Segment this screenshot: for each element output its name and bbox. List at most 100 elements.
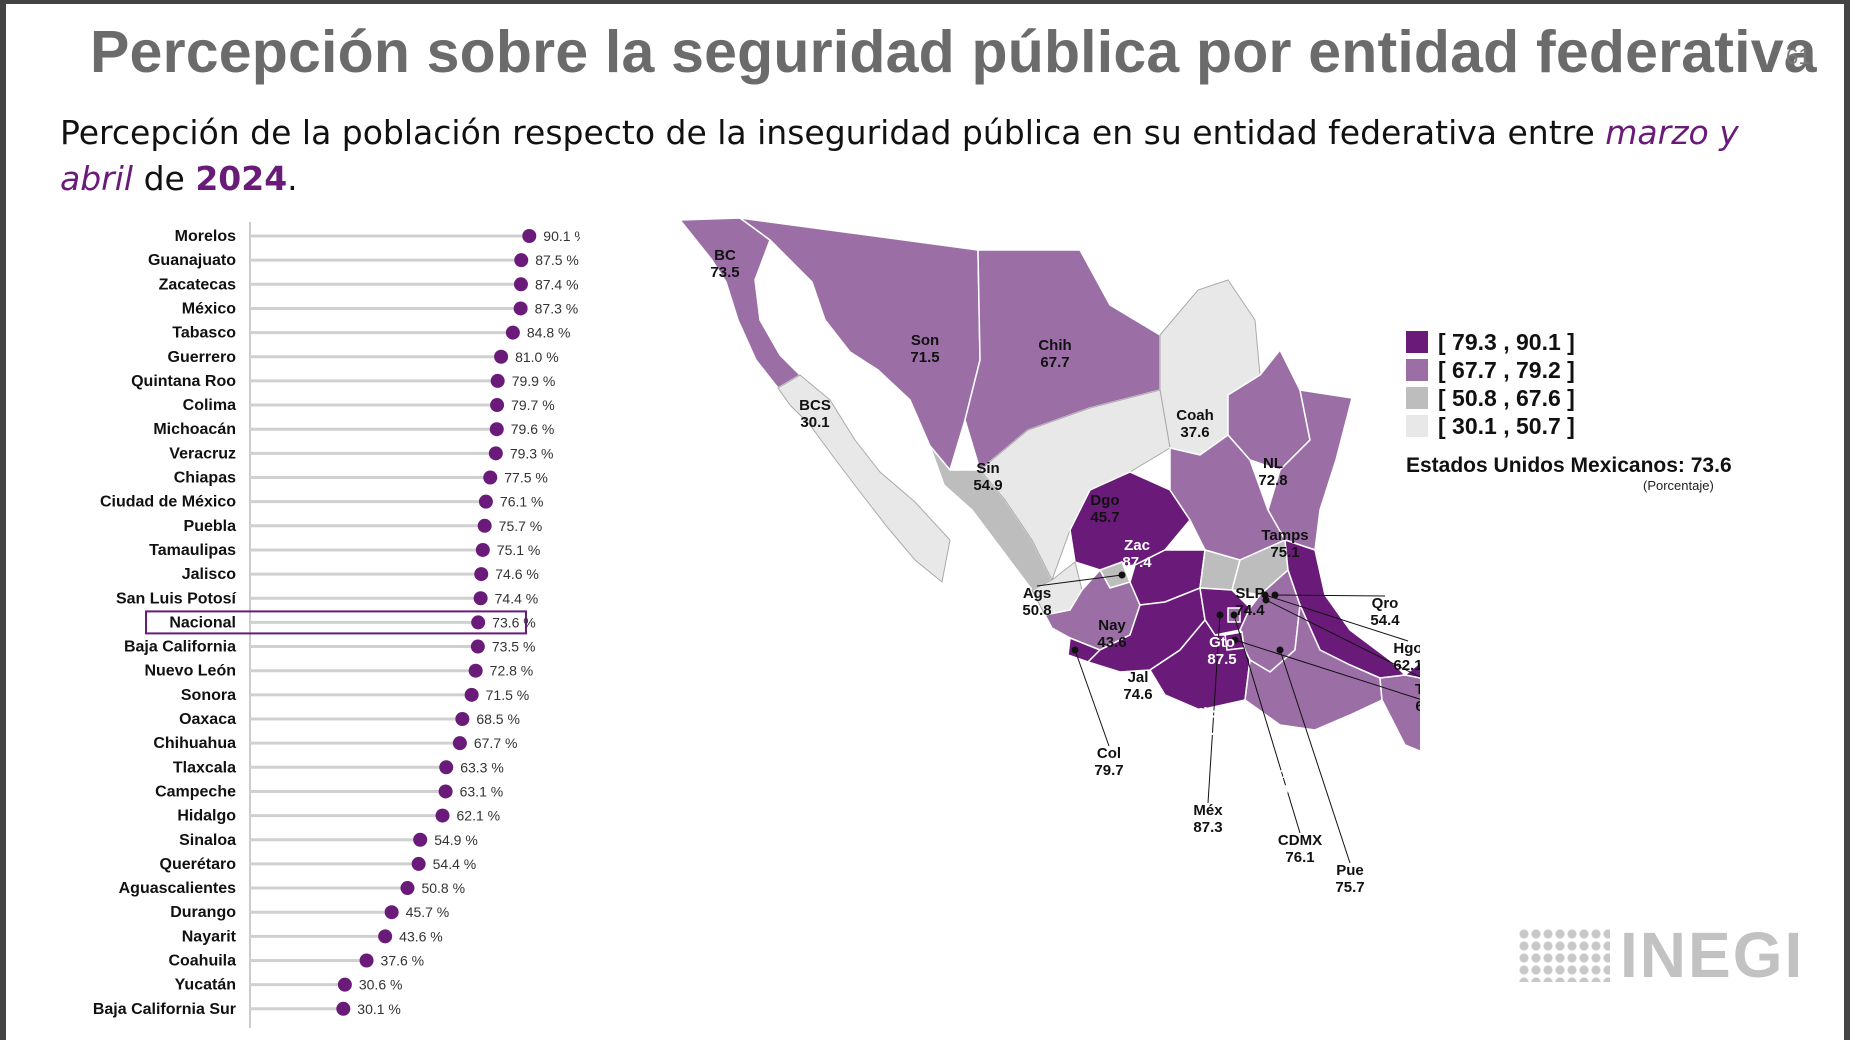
- frame-right: [1844, 0, 1850, 1040]
- lollipop-marker[interactable]: [413, 832, 428, 847]
- lollipop-marker[interactable]: [513, 277, 528, 292]
- lollipop-marker[interactable]: [336, 1001, 351, 1016]
- map-region-label: Méx 87.3: [1193, 802, 1223, 836]
- lollipop-marker[interactable]: [470, 639, 485, 654]
- map-region-label: Chih 67.7: [1038, 337, 1071, 371]
- category-label: Aguascalientes: [119, 880, 236, 897]
- frame-top: [0, 0, 1850, 4]
- map-region-label: SLP 74.4: [1235, 585, 1265, 619]
- lollipop-marker[interactable]: [490, 373, 505, 388]
- region-son[interactable]: [739, 217, 981, 472]
- map-labels: BC 73.5 BCS 30.1 Son 71.5 Chih 67.7 Coah 37.6 NL 72…: [710, 247, 1420, 896]
- map-region-label: Tamps 75.1: [1261, 527, 1308, 561]
- lollipop-marker[interactable]: [439, 760, 454, 775]
- value-label: 73.5 %: [492, 639, 536, 655]
- lollipop-marker[interactable]: [490, 398, 505, 413]
- category-label: Jalisco: [182, 566, 236, 583]
- category-label: Yucatán: [175, 977, 236, 994]
- category-label: Coahuila: [168, 953, 236, 970]
- lollipop-marker[interactable]: [488, 446, 503, 461]
- legend-label: [ 50.8 , 67.6 ]: [1438, 384, 1575, 411]
- region-zac[interactable]: [1069, 471, 1191, 571]
- national-average-value: 73.6: [1690, 454, 1732, 477]
- lollipop-marker[interactable]: [489, 422, 504, 437]
- lollipop-marker[interactable]: [522, 229, 537, 243]
- lollipop-marker[interactable]: [400, 881, 415, 896]
- value-label: 81.0 %: [515, 349, 559, 365]
- value-label: 90.1 %: [543, 228, 580, 244]
- lollipop-marker[interactable]: [438, 784, 453, 799]
- lollipop-marker[interactable]: [455, 712, 470, 726]
- lollipop-marker[interactable]: [471, 615, 486, 630]
- value-label: 50.8 %: [421, 880, 465, 896]
- category-label: Guanajuato: [148, 252, 236, 269]
- lollipop-marker[interactable]: [435, 808, 450, 823]
- mexico-choropleth-map: BC 73.5 BCS 30.1 Son 71.5 Chih 67.7 Coah 37.6 NL 72…: [678, 217, 1420, 896]
- region-oax[interactable]: [1244, 602, 1383, 731]
- map-region-label: Tlax63.3: [1415, 681, 1420, 715]
- map-region-label: Mich 79.6: [1191, 705, 1225, 739]
- region-gro[interactable]: [1148, 618, 1251, 711]
- leader-dot: [1216, 611, 1224, 619]
- region-tab[interactable]: [1403, 650, 1420, 682]
- value-label: 74.4 %: [495, 590, 539, 606]
- subtitle-year: 2024: [195, 159, 288, 198]
- lollipop-marker[interactable]: [359, 953, 374, 968]
- value-label: 63.1 %: [460, 783, 504, 799]
- map-region-label: BCS 30.1: [799, 397, 831, 431]
- category-label: México: [182, 300, 236, 317]
- map-region-label: Dgo 45.7: [1090, 492, 1119, 526]
- lollipop-marker[interactable]: [452, 736, 467, 751]
- leader-line: [1279, 649, 1351, 864]
- lollipop-marker[interactable]: [483, 470, 498, 485]
- lollipop-marker[interactable]: [474, 567, 489, 582]
- lollipop-marker[interactable]: [513, 301, 528, 316]
- lollipop-marker[interactable]: [494, 349, 509, 364]
- value-label: 71.5 %: [486, 687, 530, 703]
- lollipop-marker[interactable]: [477, 518, 492, 533]
- category-label: Guerrero: [168, 349, 237, 366]
- legend-label: [ 30.1 , 50.7 ]: [1438, 412, 1575, 439]
- region-chis[interactable]: [1379, 674, 1420, 755]
- lollipop-marker[interactable]: [468, 663, 483, 678]
- national-average-text: Estados Unidos Mexicanos:: [1406, 454, 1685, 477]
- lollipop-marker[interactable]: [384, 905, 399, 920]
- category-label: Chiapas: [174, 470, 236, 487]
- legend-item-4: [ 30.1 , 50.7 ]: [1406, 412, 1575, 440]
- logo-text: INEGI: [1620, 919, 1805, 991]
- value-label: 30.6 %: [359, 977, 403, 993]
- lollipop-marker[interactable]: [378, 929, 393, 944]
- category-label: Chihuahua: [153, 735, 236, 752]
- leader-dot: [1231, 636, 1239, 644]
- category-label: Sonora: [181, 687, 236, 704]
- value-label: 54.9 %: [434, 832, 478, 848]
- leader-line: [1233, 614, 1301, 834]
- map-region-label: Pue 75.7: [1335, 862, 1364, 896]
- inegi-logo: INEGI: [1518, 919, 1805, 991]
- map-region-label: Oax 68.5: [1380, 787, 1409, 821]
- lollipop-marker[interactable]: [478, 494, 493, 509]
- map-region-label: Sin 54.9: [973, 460, 1002, 494]
- lollipop-marker[interactable]: [337, 977, 352, 992]
- lollipop-marker[interactable]: [411, 856, 426, 871]
- category-label: Colima: [183, 397, 236, 414]
- map-region-label: Son 71.5: [910, 332, 939, 366]
- lollipop-marker[interactable]: [475, 542, 490, 557]
- category-label: Michoacán: [153, 421, 236, 438]
- value-label: 54.4 %: [433, 856, 477, 872]
- category-label: Tabasco: [172, 325, 236, 342]
- region-bcs[interactable]: [777, 374, 951, 583]
- category-label: Nuevo León: [144, 663, 236, 680]
- category-label: San Luis Potosí: [116, 590, 237, 607]
- value-label: 87.4 %: [535, 276, 579, 292]
- lollipop-marker[interactable]: [473, 591, 488, 606]
- lollipop-marker[interactable]: [505, 325, 520, 340]
- lollipop-marker[interactable]: [464, 687, 479, 702]
- page-title: Percepción sobre la seguridad pública po…: [90, 19, 1817, 85]
- value-label: 75.7 %: [499, 518, 543, 534]
- page-number: 61: [1786, 44, 1811, 69]
- map-legend: [ 79.3 , 90.1 ] [ 67.7 , 79.2 ] [ 50.8 ,…: [1406, 328, 1575, 440]
- map-region-label: Nay 43.6: [1097, 617, 1126, 651]
- category-label: Ciudad de México: [100, 494, 236, 511]
- lollipop-marker[interactable]: [514, 253, 529, 268]
